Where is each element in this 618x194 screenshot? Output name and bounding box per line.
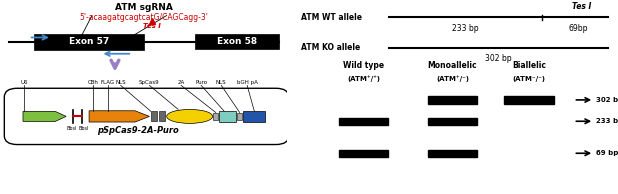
Text: Tes I: Tes I [143, 23, 161, 29]
FancyBboxPatch shape [428, 96, 477, 104]
FancyBboxPatch shape [243, 111, 265, 122]
FancyBboxPatch shape [195, 34, 279, 49]
FancyBboxPatch shape [237, 113, 242, 120]
Text: ATM WT allele: ATM WT allele [302, 13, 362, 22]
FancyBboxPatch shape [428, 118, 477, 125]
Text: bGH pA: bGH pA [237, 80, 258, 85]
Text: SpCas9: SpCas9 [139, 80, 159, 85]
FancyBboxPatch shape [219, 111, 236, 122]
Text: 69bp: 69bp [569, 24, 588, 33]
Text: (ATM⁻/⁻): (ATM⁻/⁻) [512, 76, 545, 82]
FancyArrow shape [23, 111, 66, 121]
Text: Exon 57: Exon 57 [69, 37, 109, 46]
Text: ATM KO allele: ATM KO allele [302, 43, 360, 52]
FancyBboxPatch shape [339, 118, 388, 125]
Text: FLAG: FLAG [101, 80, 115, 85]
FancyBboxPatch shape [428, 150, 477, 157]
Text: 302 bp: 302 bp [596, 97, 618, 103]
Text: 5'-acaagatgcagtcatG/CAGCagg-3': 5'-acaagatgcagtcatG/CAGCagg-3' [79, 13, 208, 22]
Text: (ATM⁺/⁻): (ATM⁺/⁻) [436, 76, 469, 82]
Text: (ATM⁺/⁺): (ATM⁺/⁺) [347, 76, 380, 82]
Text: 69 bp: 69 bp [596, 150, 618, 156]
Text: BbsI: BbsI [78, 126, 88, 132]
FancyBboxPatch shape [213, 113, 218, 120]
Text: BbsI: BbsI [67, 126, 77, 132]
Text: NLS: NLS [216, 80, 227, 85]
Text: ATM sgRNA: ATM sgRNA [115, 3, 172, 12]
Text: Monoallelic: Monoallelic [428, 61, 477, 70]
Ellipse shape [167, 109, 213, 123]
Text: 302 bp: 302 bp [485, 54, 512, 63]
Text: NLS: NLS [116, 80, 126, 85]
Text: U6: U6 [20, 80, 28, 85]
FancyBboxPatch shape [159, 111, 165, 121]
FancyBboxPatch shape [151, 111, 158, 121]
FancyBboxPatch shape [35, 34, 143, 50]
Text: Puro: Puro [195, 80, 207, 85]
Text: CBh: CBh [88, 80, 99, 85]
Text: 233 bp: 233 bp [596, 118, 618, 124]
FancyBboxPatch shape [4, 88, 289, 145]
Text: pSpCas9-2A-Puro: pSpCas9-2A-Puro [97, 126, 179, 135]
FancyBboxPatch shape [339, 150, 388, 157]
Text: Exon 58: Exon 58 [217, 37, 257, 46]
Text: Wild type: Wild type [343, 61, 384, 70]
Text: Tes I: Tes I [572, 2, 591, 11]
Text: 2A: 2A [177, 80, 185, 85]
Text: 233 bp: 233 bp [452, 24, 478, 33]
FancyArrow shape [89, 111, 150, 122]
FancyBboxPatch shape [504, 96, 554, 104]
Text: Biallelic: Biallelic [512, 61, 546, 70]
